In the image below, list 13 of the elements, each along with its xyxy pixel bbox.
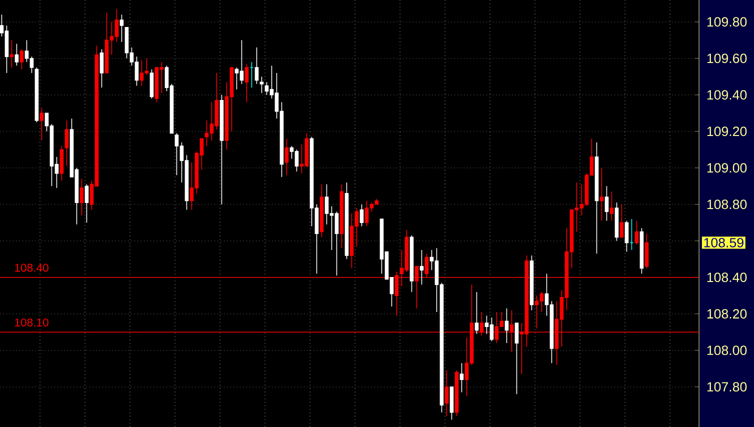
- y-tick-label: 107.80: [707, 382, 747, 392]
- y-tick-label: 109.60: [707, 54, 747, 64]
- y-tick-label: 108.00: [707, 346, 747, 356]
- ref-line-label: 108.10: [15, 318, 48, 326]
- y-tick-label: 108.80: [707, 200, 747, 210]
- y-tick-label: 108.40: [707, 272, 747, 282]
- y-tick-label: 109.80: [707, 17, 747, 27]
- text: 108.59: [704, 238, 744, 248]
- y-tick-label: 108.20: [707, 309, 747, 319]
- y-tick-label: 109.20: [707, 126, 747, 136]
- y-tick-label: 109.40: [707, 90, 747, 100]
- y-tick-label: 109.00: [707, 163, 747, 173]
- ref-line-label: 108.40: [15, 264, 48, 272]
